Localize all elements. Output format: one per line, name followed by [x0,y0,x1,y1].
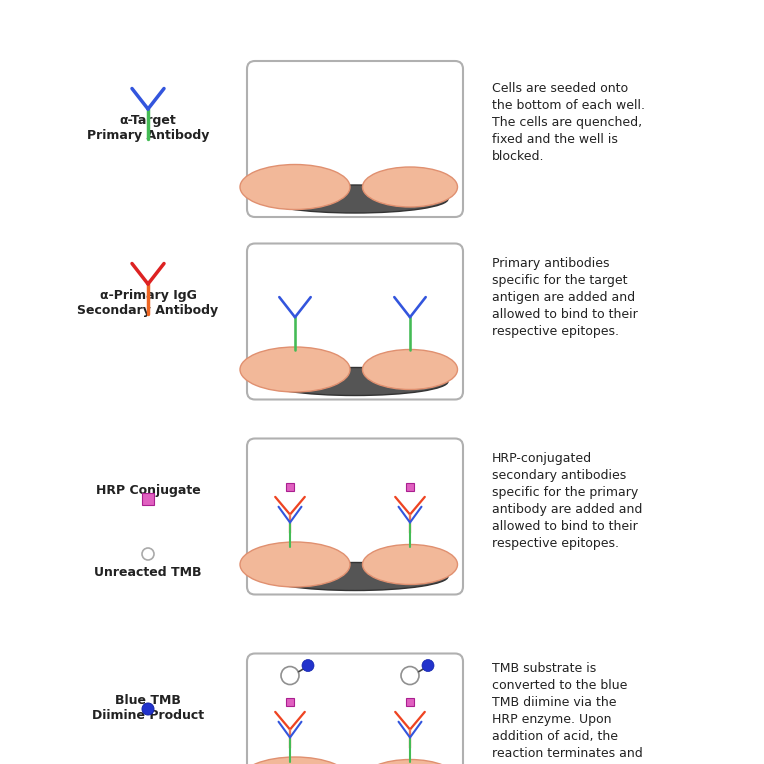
Ellipse shape [362,349,458,390]
Ellipse shape [240,542,350,587]
Ellipse shape [262,562,448,591]
Bar [286,698,294,705]
Bar [286,483,294,490]
Circle shape [302,659,314,672]
FancyBboxPatch shape [247,439,463,594]
Ellipse shape [240,347,350,392]
Bar [142,493,154,505]
Text: TMB substrate is
converted to the blue
TMB diimine via the
HRP enzyme. Upon
addi: TMB substrate is converted to the blue T… [492,662,643,764]
Ellipse shape [240,164,350,209]
Text: α-Primary IgG
Secondary Antibody: α-Primary IgG Secondary Antibody [77,289,219,317]
Text: HRP Conjugate: HRP Conjugate [96,484,200,497]
Text: Cells are seeded onto
the bottom of each well.
The cells are quenched,
fixed and: Cells are seeded onto the bottom of each… [492,82,645,163]
Ellipse shape [362,167,458,207]
Ellipse shape [362,759,458,764]
Bar [406,483,414,490]
Text: Blue TMB
Diimine Product: Blue TMB Diimine Product [92,694,204,722]
Bar [406,698,414,705]
Circle shape [142,703,154,715]
Ellipse shape [240,757,350,764]
Circle shape [422,659,434,672]
FancyBboxPatch shape [247,244,463,400]
FancyBboxPatch shape [247,653,463,764]
FancyBboxPatch shape [247,61,463,217]
Ellipse shape [362,545,458,584]
Text: HRP-conjugated
secondary antibodies
specific for the primary
antibody are added : HRP-conjugated secondary antibodies spec… [492,452,643,550]
Text: Unreacted TMB: Unreacted TMB [94,566,202,579]
Text: α-Target
Primary Antibody: α-Target Primary Antibody [87,114,209,142]
Ellipse shape [262,185,448,213]
Ellipse shape [262,367,448,396]
Text: Primary antibodies
specific for the target
antigen are added and
allowed to bind: Primary antibodies specific for the targ… [492,257,638,338]
